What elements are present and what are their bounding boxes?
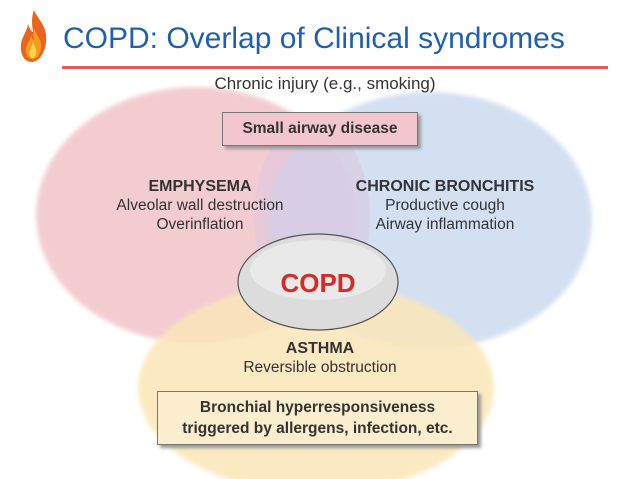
bronchial-line-2: triggered by allergens, infection, etc.: [182, 420, 453, 437]
emphysema-line-1: Alveolar wall destruction: [116, 197, 284, 214]
slide-title: COPD: Overlap of Clinical syndromes: [63, 22, 565, 55]
asthma-group: ASTHMA Reversible obstruction: [195, 340, 445, 377]
small-airway-label: Small airway disease: [242, 120, 398, 137]
emphysema-group: EMPHYSEMA Alveolar wall destruction Over…: [95, 178, 305, 234]
emphysema-heading: EMPHYSEMA: [148, 178, 252, 195]
bronchitis-heading: CHRONIC BRONCHITIS: [355, 178, 535, 195]
bronchial-box: Bronchial hyperresponsiveness triggered …: [157, 391, 478, 445]
emphysema-line-2: Overinflation: [156, 216, 244, 233]
copd-label: COPD: [280, 268, 356, 298]
asthma-heading: ASTHMA: [285, 340, 355, 357]
asthma-line-1: Reversible obstruction: [243, 359, 397, 376]
title-underline: [62, 66, 608, 69]
bronchitis-line-1: Productive cough: [385, 197, 505, 214]
bronchial-line-1: Bronchial hyperresponsiveness: [199, 399, 436, 416]
flame-icon: [20, 10, 47, 62]
copd-oval-highlight: [250, 240, 386, 300]
chronic-injury-label: Chronic injury (e.g., smoking): [214, 74, 436, 93]
bronchitis-line-2: Airway inflammation: [375, 216, 515, 233]
small-airway-box: Small airway disease: [222, 112, 418, 146]
bronchitis-group: CHRONIC BRONCHITIS Productive cough Airw…: [340, 178, 550, 234]
